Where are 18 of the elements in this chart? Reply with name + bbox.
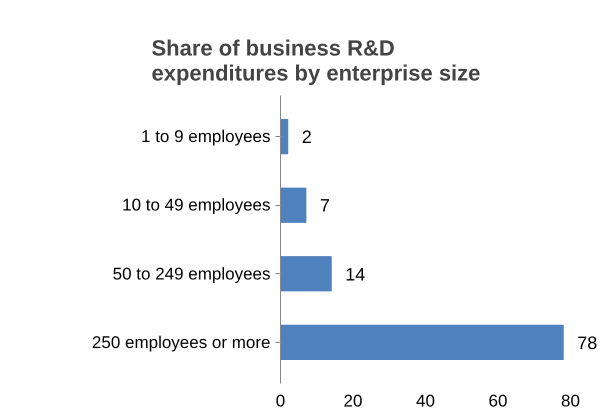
y-tick-label: 10 to 49 employees — [122, 196, 271, 215]
x-tick-label: 0 — [276, 392, 286, 410]
bar — [280, 119, 288, 154]
x-tick-label: 20 — [344, 392, 362, 410]
y-tick-label: 50 to 249 employees — [112, 264, 271, 284]
data-label: 2 — [302, 127, 312, 148]
data-label: 78 — [577, 332, 598, 353]
data-label: 14 — [345, 264, 366, 284]
data-label: 7 — [320, 196, 330, 216]
y-tick-label: 250 employees or more — [92, 332, 270, 352]
x-tick-label: 40 — [416, 392, 435, 410]
bar — [280, 324, 564, 360]
x-tick-label: 60 — [488, 392, 508, 410]
chart-title: Share of business R&D expenditures by enterprise size — [152, 36, 480, 86]
y-tick-label: 1 to 9 employees — [141, 127, 270, 146]
bar — [280, 256, 332, 292]
bar — [280, 188, 306, 223]
x-tick-label: 80 — [561, 392, 580, 410]
